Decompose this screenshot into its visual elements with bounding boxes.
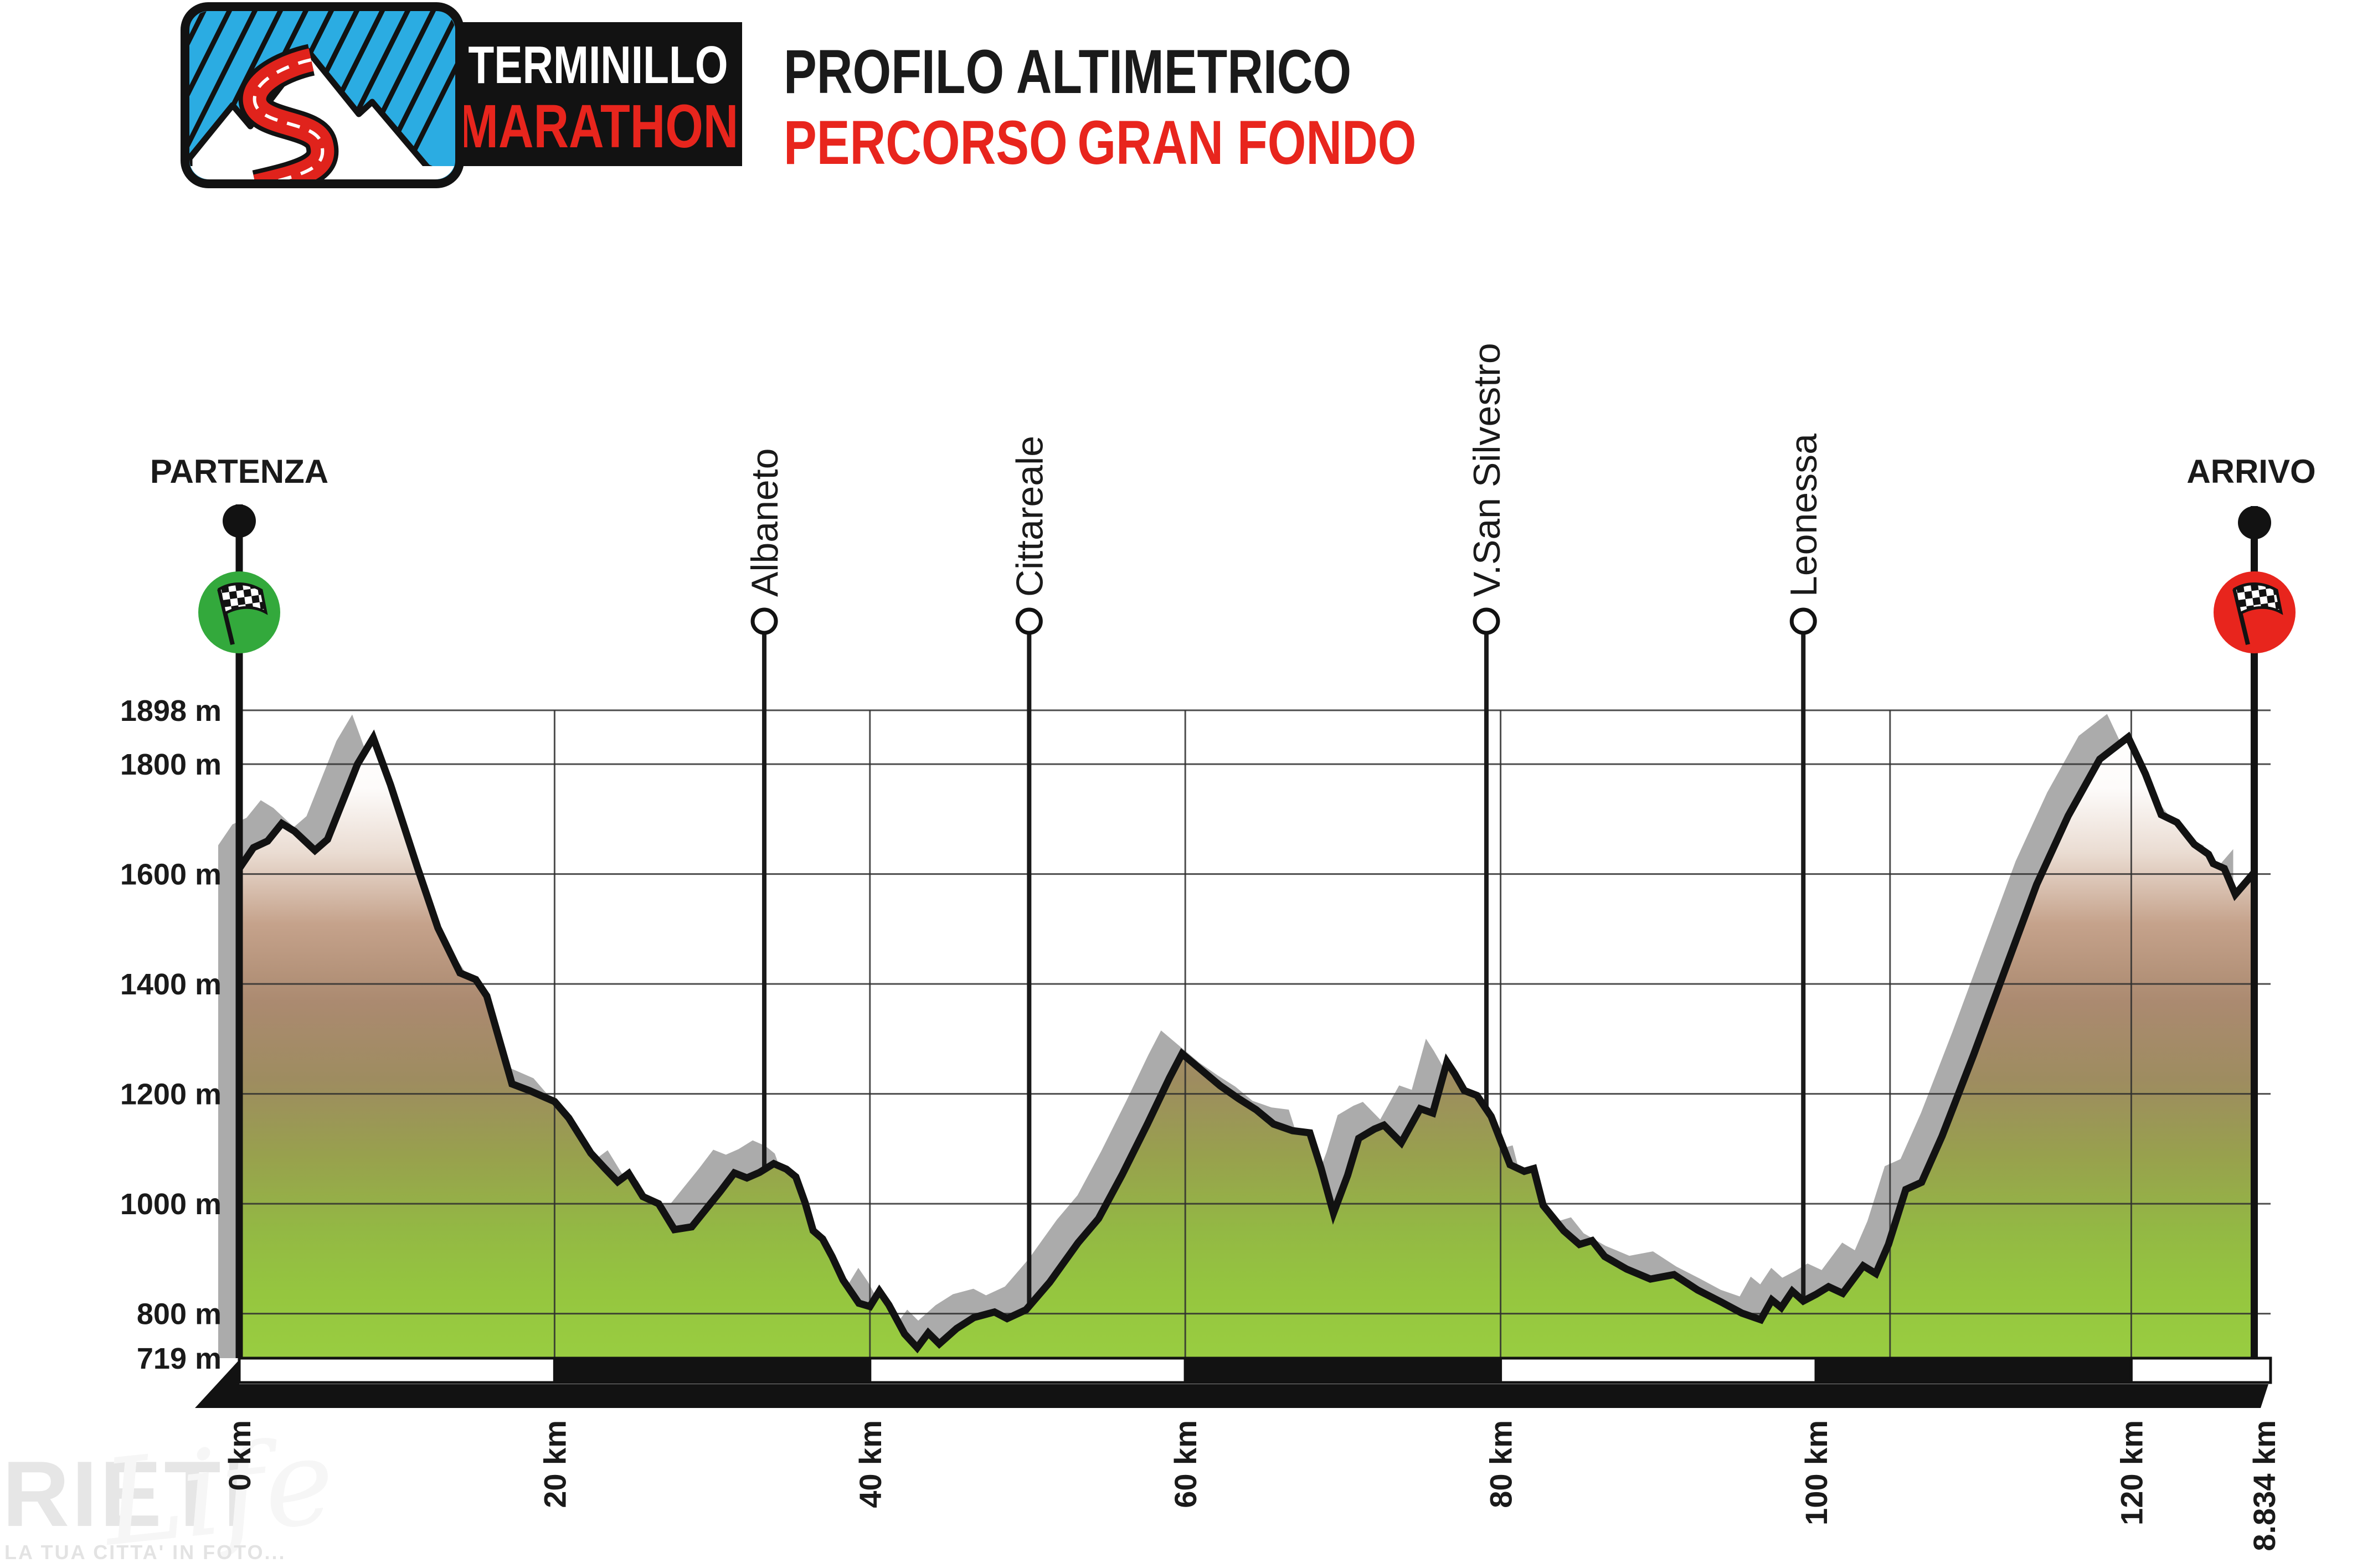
page-subtitle: PERCORSO GRAN FONDO bbox=[784, 109, 1416, 178]
y-tick-label-719: 719 m bbox=[137, 1342, 222, 1375]
y-axis-labels: 1898 m 1800 m 1600 m 1400 m 1200 m 1000 m 800 … bbox=[120, 694, 222, 1375]
gridlines-layer bbox=[239, 709, 2271, 1358]
finish-label: ARRIVO bbox=[2186, 453, 2315, 490]
km-bar-segment-40-60 bbox=[868, 1356, 1187, 1384]
watermark-brand: RIETI bbox=[2, 1442, 251, 1546]
logo-title-bottom: MARATHON bbox=[458, 93, 739, 161]
km-bar-segment-0-20 bbox=[238, 1356, 556, 1384]
start-label: PARTENZA bbox=[150, 453, 328, 490]
waypoint-label: Cittareale bbox=[1008, 436, 1051, 597]
waypoint-label: V.San Silvestro bbox=[1466, 343, 1508, 597]
waypoint-circle-icon bbox=[1789, 607, 1817, 635]
logo-art bbox=[189, 11, 455, 179]
start-dot-icon bbox=[223, 504, 256, 538]
logo-text-box bbox=[454, 22, 742, 166]
start-checkered-flag-icon bbox=[217, 582, 268, 645]
finish-checkered-flag-icon bbox=[2232, 582, 2283, 645]
y-tick-label-1000: 1000 m bbox=[120, 1188, 222, 1221]
km-bar-segment-100-120 bbox=[1814, 1356, 2133, 1384]
km-bar-shadow bbox=[195, 1360, 2268, 1408]
km-bar-segment-80-100 bbox=[1499, 1356, 1818, 1384]
x-tick-label-8.834km: 8.834 km bbox=[2247, 1420, 2282, 1551]
km-bar-segment-120-128.834 bbox=[2129, 1356, 2272, 1384]
km-bar-segment-60-80 bbox=[1183, 1356, 1502, 1384]
watermark-script: Life bbox=[95, 1412, 341, 1568]
x-axis-labels: 0 km 20 km 40 km 60 km 80 km 100 km 120 km 8.83… bbox=[222, 1420, 2282, 1551]
waypoint-label: Albaneto bbox=[744, 448, 786, 597]
waypoint-circle-icon bbox=[1015, 607, 1043, 635]
page-title: PROFILO ALTIMETRICO bbox=[784, 38, 1351, 107]
waypoint-cittareale: Cittareale bbox=[1008, 436, 1051, 1304]
x-tick-label-60km: 60 km bbox=[1168, 1420, 1203, 1508]
waypoint-leonessa: Leonessa bbox=[1783, 434, 1825, 1299]
y-tick-label-1400: 1400 m bbox=[120, 968, 222, 1001]
logo-road-icon bbox=[238, 44, 339, 179]
y-tick-label-1898: 1898 m bbox=[120, 694, 222, 728]
x-tick-label-40km: 40 km bbox=[853, 1420, 888, 1508]
km-bar-layer bbox=[195, 1356, 2272, 1408]
y-tick-label-1200: 1200 m bbox=[120, 1078, 222, 1111]
waypoint-albaneto: Albaneto bbox=[744, 448, 786, 1168]
logo-title-top: TERMINILLO bbox=[468, 35, 728, 95]
subtitle-percorso: PERCORSO bbox=[784, 109, 1068, 178]
finish-marker: ARRIVO bbox=[2186, 453, 2316, 1358]
x-tick-label-80km: 80 km bbox=[1484, 1420, 1519, 1508]
x-tick-label-20km: 20 km bbox=[537, 1420, 572, 1508]
x-tick-label-100km: 100 km bbox=[1799, 1420, 1834, 1525]
y-tick-label-1800: 1800 m bbox=[120, 748, 222, 781]
profile-line bbox=[236, 729, 2257, 1354]
y-tick-label-800: 800 m bbox=[137, 1298, 222, 1331]
waypoints-layer: Albaneto Cittareale V.San Silvestro Leoness… bbox=[744, 343, 1825, 1304]
logo: TERMINILLO MARATHON bbox=[181, 2, 742, 188]
finish-dot-icon bbox=[2238, 506, 2271, 539]
watermark-tagline: LA TUA CITTA' IN FOTO... bbox=[4, 1541, 286, 1564]
profile-line-layer bbox=[236, 729, 2257, 1354]
start-marker: PARTENZA bbox=[150, 453, 328, 1358]
waypoint-circle-icon bbox=[750, 607, 778, 635]
waypoint-v-san-silvestro: V.San Silvestro bbox=[1466, 343, 1508, 1107]
x-tick-label-0km: 0 km bbox=[222, 1420, 257, 1491]
y-tick-label-1600: 1600 m bbox=[120, 858, 222, 891]
waypoint-label: Leonessa bbox=[1783, 434, 1825, 597]
subtitle-gran-fondo: GRAN FONDO bbox=[1077, 109, 1416, 178]
page-titles: PROFILO ALTIMETRICO PERCORSO GRAN FONDO bbox=[784, 38, 1416, 178]
km-bar-segment-20-40 bbox=[553, 1356, 872, 1384]
waypoint-circle-icon bbox=[1473, 607, 1500, 635]
watermark: RIETI Life LA TUA CITTA' IN FOTO... bbox=[2, 1412, 341, 1568]
x-tick-label-120km: 120 km bbox=[2114, 1420, 2149, 1525]
